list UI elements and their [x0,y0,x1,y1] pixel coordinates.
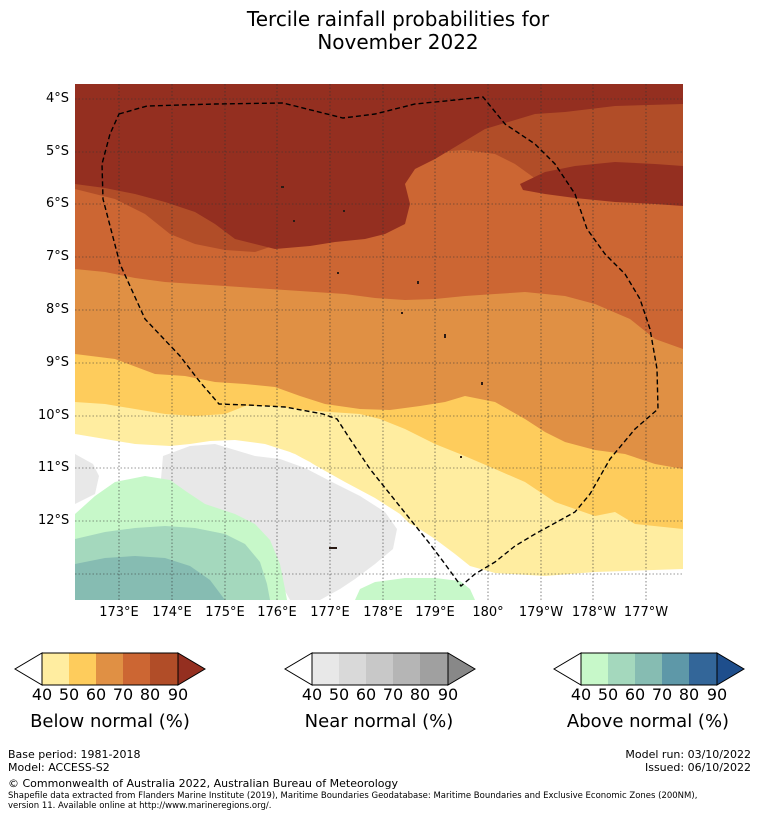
lon-label-175e: 175°E [205,605,245,620]
lat-label-8s: 8°S [46,302,70,317]
below-normal-swatch-over [177,652,206,686]
above-normal-label: Above normal (%) [566,711,730,732]
near-normal-swatch-under [284,652,313,686]
cbar-tick: 80 [139,685,161,704]
cbar-tick: 50 [58,685,80,704]
below-normal-90-east-patch [520,162,683,206]
cbar-tick: 80 [678,685,700,704]
eez-boundary [101,96,659,588]
above-normal-swatch-40-50 [581,653,608,685]
above-normal-swatch-over [716,652,745,686]
below-normal-swatch-70-80 [123,653,150,685]
below-normal-swatch-60-70 [96,653,123,685]
above-normal-swatch-50-60 [608,653,635,685]
above-normal-swatch-60-70 [635,653,662,685]
below-normal-swatch-40-50 [42,653,69,685]
near-normal-colorbar [284,652,476,686]
cbar-tick: 90 [167,685,189,704]
islands [281,186,483,549]
source-note-1: Shapefile data extracted from Flanders M… [8,791,698,801]
lon-label-180: 180° [472,605,504,620]
above-normal-colorbar [553,652,745,686]
model-name: Model: ACCESS-S2 [8,761,110,774]
near-normal-40-patch-central [161,444,397,600]
below-normal-swatch-80-90 [150,653,178,685]
model-run: Model run: 03/10/2022 [625,748,751,761]
copyright: © Commonwealth of Australia 2022, Austra… [8,777,398,790]
below-normal-swatch-50-60 [69,653,96,685]
near-normal-swatch-70-80 [393,653,420,685]
title-line-1: Tercile rainfall probabilities for [246,7,550,31]
above-normal-60-patch-west [75,556,225,600]
lon-label-177w: 177°W [623,605,669,620]
lon-label-179w: 179°W [518,605,564,620]
below-normal-label: Below normal (%) [30,711,190,732]
lon-label-173e: 173°E [99,605,139,620]
cbar-tick: 70 [651,685,673,704]
lat-label-4s: 4°S [46,91,70,106]
lon-label-177e: 177°E [310,605,350,620]
near-normal-swatch-over [447,652,476,686]
lon-label-179e: 179°E [415,605,455,620]
lat-label-7s: 7°S [46,249,70,264]
near-normal-swatch-50-60 [339,653,366,685]
lon-label-176e: 176°E [257,605,297,620]
issued-date: Issued: 06/10/2022 [644,761,751,774]
below-normal-swatch-under [14,652,43,686]
rainfall-probability-map [75,84,683,600]
above-normal-swatch-70-80 [662,653,689,685]
lon-label-178w: 178°W [571,605,617,620]
cbar-tick: 50 [328,685,350,704]
near-normal-swatch-80-90 [420,653,448,685]
above-normal-swatch-under [553,652,582,686]
near-normal-swatch-40-50 [312,653,339,685]
cbar-tick: 50 [597,685,619,704]
base-period: Base period: 1981-2018 [8,748,141,761]
cbar-tick: 60 [85,685,107,704]
cbar-tick: 40 [570,685,592,704]
above-normal-swatch-80-90 [689,653,717,685]
lat-label-6s: 6°S [46,196,70,211]
lat-label-5s: 5°S [46,144,70,159]
near-normal-swatch-60-70 [366,653,393,685]
near-normal-label: Near normal (%) [304,711,454,732]
cbar-tick: 60 [624,685,646,704]
lon-label-174e: 174°E [152,605,192,620]
title-line-2: November 2022 [317,30,479,54]
cbar-tick: 70 [382,685,404,704]
cbar-tick: 70 [112,685,134,704]
lat-label-12s: 12°S [38,513,70,528]
lon-label-178e: 178°E [363,605,403,620]
lat-label-10s: 10°S [38,408,70,423]
cbar-tick: 90 [437,685,459,704]
above-normal-40-patch-south [355,578,475,600]
lat-label-9s: 9°S [46,355,70,370]
below-normal-90-band [75,84,683,249]
cbar-tick: 60 [355,685,377,704]
lat-label-11s: 11°S [38,460,70,475]
source-note-2: version 11. Available online at http://w… [8,801,272,811]
chart-title: Tercile rainfall probabilities for Novem… [0,8,758,54]
cbar-tick: 80 [409,685,431,704]
cbar-tick: 90 [706,685,728,704]
below-normal-colorbar [14,652,206,686]
cbar-tick: 40 [31,685,53,704]
near-normal-40-patch-west [75,454,99,504]
cbar-tick: 40 [301,685,323,704]
